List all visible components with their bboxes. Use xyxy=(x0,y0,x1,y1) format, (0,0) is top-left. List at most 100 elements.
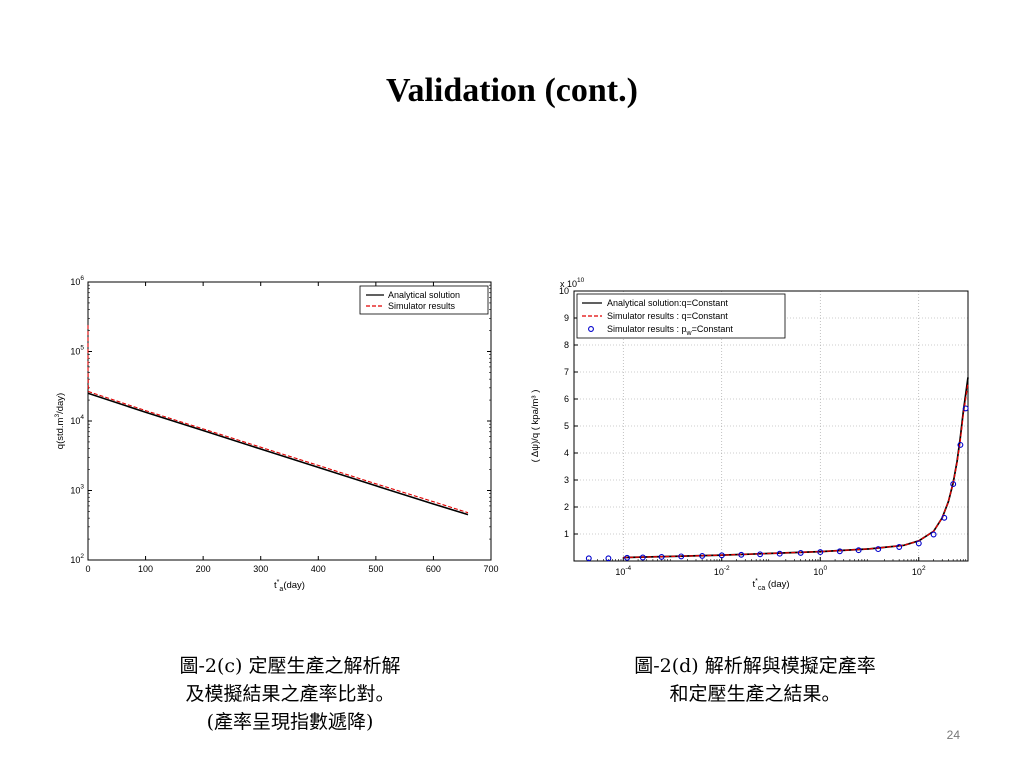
x-axis-label: t*a(day) xyxy=(274,579,305,593)
caption-left-line-3: (產率呈現指數遞降) xyxy=(206,711,374,733)
y-tick-base: 10 xyxy=(70,486,80,496)
x-label-sup: * xyxy=(277,579,280,586)
x-label-rest: (day) xyxy=(283,580,305,591)
series-marker xyxy=(915,540,922,547)
caption-left-line-2: 及模擬結果之產率比對。 xyxy=(185,683,395,705)
caption-right-line-2: 和定壓生產之結果。 xyxy=(669,683,841,705)
x-label-sup: * xyxy=(755,578,758,585)
y-label-post: /day) xyxy=(55,393,66,414)
series-marker xyxy=(678,553,685,560)
x-tick-exponent: -2 xyxy=(724,565,730,572)
x-tick-label: 200 xyxy=(196,564,211,574)
series-marker xyxy=(941,514,948,521)
legend-label-sub: w xyxy=(686,330,693,337)
series-marker xyxy=(836,548,843,555)
x-tick-label: 300 xyxy=(253,564,268,574)
series-marker xyxy=(658,553,665,560)
series-line xyxy=(87,392,469,516)
x-label-rest: (day) xyxy=(765,579,789,590)
series-marker xyxy=(624,554,631,561)
legend-label: Simulator results : pw=Constant xyxy=(607,324,733,337)
series-marker xyxy=(957,441,964,448)
series-marker xyxy=(605,555,612,562)
legend-label-post: =Constant xyxy=(692,324,734,334)
legend-swatch xyxy=(588,326,594,332)
y-axis-label: ( Δψ)/q ( kpa/m³ ) xyxy=(530,390,541,463)
legend-label-pre: Simulator results : p xyxy=(607,324,687,334)
y-tick-label: 104 xyxy=(70,414,84,426)
y-tick-exponent: 5 xyxy=(80,345,84,352)
x-axis-label: t*ca (day) xyxy=(752,578,789,592)
x-tick-label: 10-4 xyxy=(615,565,631,577)
x-tick-label: 700 xyxy=(483,564,498,574)
x-tick-label: 100 xyxy=(813,565,827,577)
y-tick-label: 106 xyxy=(70,275,84,287)
caption-left: 圖-2(c) 定壓生產之解析解 及模擬結果之產率比對。 (產率呈現指數遞降) xyxy=(100,652,480,736)
series-line xyxy=(87,325,469,514)
x-tick-label: 500 xyxy=(368,564,383,574)
x-tick-base: 10 xyxy=(714,567,724,577)
y-tick-exponent: 4 xyxy=(80,414,84,421)
x-label-main: t xyxy=(752,579,755,590)
y-multiplier-exponent: 10 xyxy=(577,277,585,284)
series-marker xyxy=(757,551,764,558)
y-tick-label: 103 xyxy=(70,484,84,496)
x-tick-exponent: 0 xyxy=(823,565,827,572)
x-tick-label: 400 xyxy=(311,564,326,574)
plot-frame xyxy=(573,290,969,562)
y-tick-label: 7 xyxy=(564,367,569,377)
series-marker xyxy=(962,405,969,412)
y-tick-base: 10 xyxy=(70,555,80,565)
chart-left: 0 100 200 300 400 500 600 700102103104105106t*a… xyxy=(54,275,499,593)
series-marker xyxy=(639,554,646,561)
series-marker xyxy=(797,549,804,556)
y-tick-label: 9 xyxy=(564,313,569,323)
series-marker xyxy=(585,555,592,562)
y-tick-label: 105 xyxy=(70,345,84,357)
legend-label: Simulator results xyxy=(388,301,456,311)
page-number: 24 xyxy=(946,728,960,742)
x-tick-base: 10 xyxy=(912,567,922,577)
y-tick-label: 8 xyxy=(564,340,569,350)
series-marker xyxy=(950,481,957,488)
y-tick-label: 102 xyxy=(70,553,84,565)
y-tick-exponent: 2 xyxy=(80,553,84,560)
x-tick-exponent: 2 xyxy=(922,565,926,572)
y-tick-exponent: 6 xyxy=(80,275,84,282)
series-marker xyxy=(817,549,824,556)
legend-box xyxy=(359,285,489,315)
slide-title: Validation (cont.) xyxy=(386,72,638,109)
x-label-sub: ca xyxy=(758,585,766,592)
series-marker xyxy=(738,551,745,558)
legend-box xyxy=(576,293,786,339)
x-tick-base: 10 xyxy=(813,567,823,577)
plot-frame xyxy=(87,281,492,561)
y-multiplier-base: x 10 xyxy=(560,279,577,289)
series-marker xyxy=(776,550,783,557)
y-tick-base: 10 xyxy=(70,347,80,357)
y-multiplier: x 1010 xyxy=(560,277,585,289)
x-label-sub: a xyxy=(279,586,283,593)
y-tick-base: 10 xyxy=(70,416,80,426)
x-tick-label: 102 xyxy=(912,565,926,577)
series-marker xyxy=(896,544,903,550)
y-tick-base: 10 xyxy=(70,277,80,287)
x-tick-exponent: -4 xyxy=(625,565,631,572)
series-marker xyxy=(718,552,725,559)
y-tick-label: 4 xyxy=(564,448,569,458)
y-tick-label: 6 xyxy=(564,394,569,404)
x-tick-label: 100 xyxy=(138,564,153,574)
y-tick-label: 5 xyxy=(564,421,569,431)
series-marker xyxy=(699,552,706,559)
series-marker xyxy=(930,531,937,538)
y-label-sup: 3 xyxy=(54,414,61,418)
y-tick-label: 2 xyxy=(564,502,569,512)
y-axis-label: q(std.m3/day) xyxy=(54,393,66,449)
x-tick-label: 10-2 xyxy=(714,565,730,577)
series-marker xyxy=(855,547,862,554)
series-marker xyxy=(875,546,882,553)
x-tick-base: 10 xyxy=(615,567,625,577)
legend-label: Analytical solution:q=Constant xyxy=(607,298,728,308)
legend-label: Simulator results : q=Constant xyxy=(607,311,728,321)
